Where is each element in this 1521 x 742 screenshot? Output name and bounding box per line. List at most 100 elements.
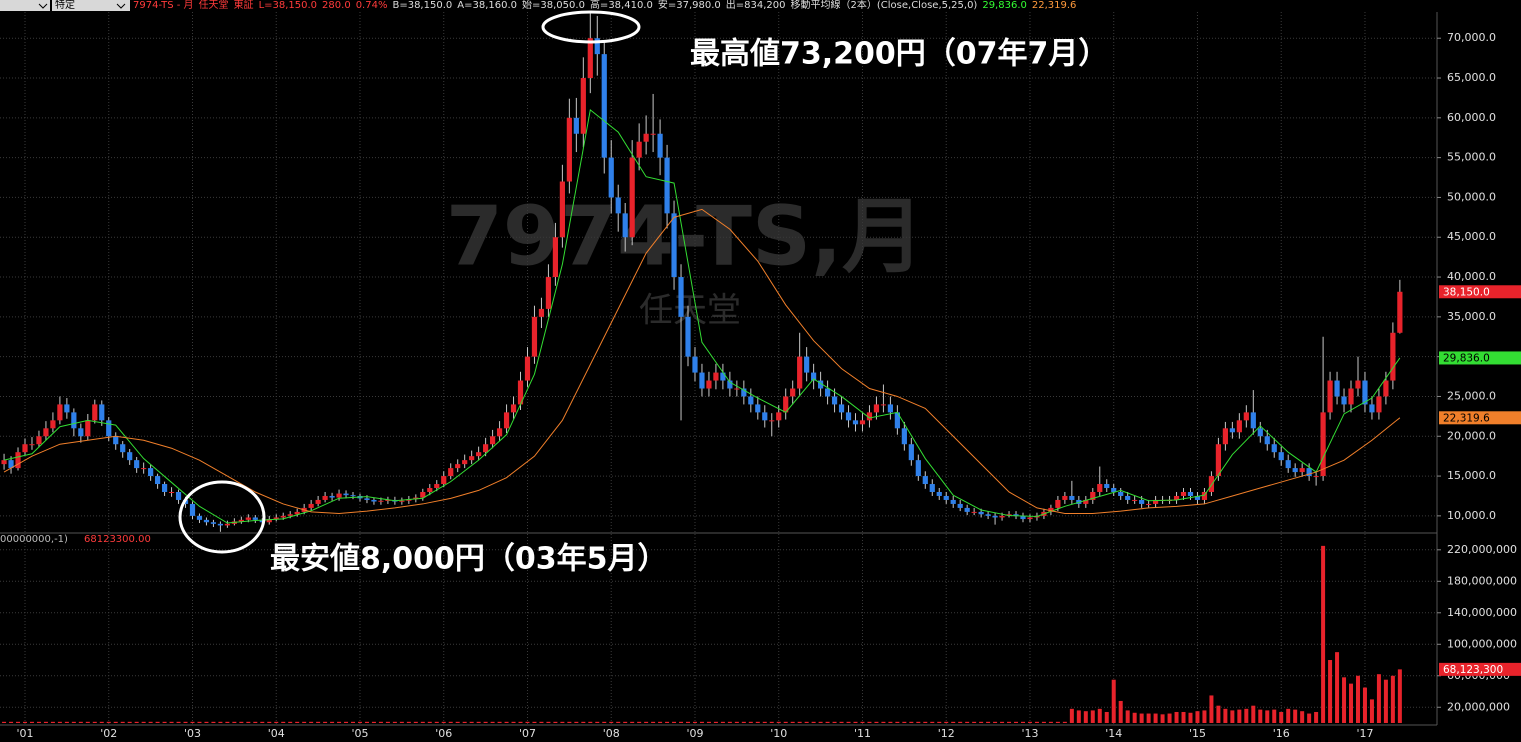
candle-body bbox=[797, 356, 803, 389]
candle-body bbox=[1369, 404, 1375, 413]
candle-body bbox=[769, 420, 775, 422]
candle-body bbox=[266, 519, 272, 523]
candle-body bbox=[1132, 499, 1138, 501]
candle-body bbox=[804, 356, 810, 373]
candle-body bbox=[1208, 476, 1215, 492]
volume-bar bbox=[686, 721, 691, 723]
volume-bar bbox=[1390, 675, 1395, 723]
volume-bar bbox=[1230, 710, 1235, 723]
highlight-circle bbox=[178, 480, 266, 554]
candle-body bbox=[120, 444, 126, 453]
candle-body bbox=[448, 468, 454, 477]
candle-body bbox=[762, 412, 768, 421]
volume-bar bbox=[616, 721, 621, 723]
volume-bar bbox=[630, 721, 635, 723]
volume-bar bbox=[57, 721, 62, 723]
open-price: 始=38,050.0 bbox=[522, 0, 585, 11]
candle-body bbox=[1020, 515, 1026, 520]
candle-body bbox=[455, 464, 461, 469]
volume-bar bbox=[469, 721, 474, 723]
candle-body bbox=[273, 517, 279, 520]
annotation: 最高値73,200円（07年7月） bbox=[690, 37, 1108, 72]
volume-bar bbox=[1286, 708, 1291, 723]
candle-body bbox=[936, 491, 942, 496]
price-tag-label: 22,319.6 bbox=[1443, 412, 1490, 424]
volume-bar bbox=[169, 721, 174, 723]
volume-bar bbox=[776, 721, 781, 723]
volume-bar bbox=[1014, 721, 1019, 723]
volume-bar bbox=[867, 721, 872, 723]
volume-bar bbox=[1279, 711, 1284, 723]
quote-line: 7974-TS - 月任天堂 東証 L=38,150.0 280.0 0.74% B=38… bbox=[133, 0, 1081, 12]
candle-body bbox=[1383, 380, 1389, 397]
volume-bar bbox=[1055, 721, 1060, 723]
volume-bar bbox=[783, 721, 788, 723]
volume-bar bbox=[1167, 713, 1172, 723]
candle-body bbox=[1264, 436, 1270, 445]
candle-body bbox=[685, 316, 691, 357]
candle-body bbox=[615, 197, 621, 214]
volume-bar bbox=[1355, 675, 1360, 723]
candle-body bbox=[873, 404, 880, 413]
volume-bar bbox=[944, 721, 949, 723]
volume-bar bbox=[316, 721, 321, 723]
y-tick-label: 35,000.0 bbox=[1447, 310, 1496, 323]
candle-body bbox=[1278, 452, 1284, 461]
volume-bar bbox=[734, 721, 739, 723]
volume-bar bbox=[148, 721, 153, 723]
candle-body bbox=[224, 523, 230, 526]
candle-body bbox=[894, 412, 900, 429]
volume-bar bbox=[909, 721, 914, 723]
volume-bar bbox=[1160, 714, 1165, 723]
candle-body bbox=[315, 499, 321, 504]
volume-bar bbox=[378, 721, 383, 723]
candle-body bbox=[141, 468, 147, 470]
volume-bar bbox=[539, 721, 544, 723]
candle-body bbox=[71, 412, 77, 429]
volume-value-text: 68123300.00 bbox=[84, 534, 151, 545]
candle-body bbox=[929, 484, 935, 492]
candle-body bbox=[1341, 396, 1347, 405]
x-tick-label: '06 bbox=[435, 727, 452, 740]
volume-bar bbox=[448, 721, 453, 723]
candle-body bbox=[92, 404, 98, 421]
volume-bar bbox=[29, 721, 34, 723]
volume-bar bbox=[581, 721, 586, 723]
y-tick-label: 50,000.0 bbox=[1447, 190, 1496, 203]
candle-body bbox=[434, 484, 440, 489]
x-tick-label: '07 bbox=[519, 727, 536, 740]
candle-body bbox=[1090, 491, 1096, 500]
volume-bar bbox=[190, 721, 195, 723]
candle-body bbox=[1222, 428, 1228, 445]
candle-body bbox=[308, 503, 314, 508]
volume-bar bbox=[1223, 708, 1228, 723]
candle-body bbox=[999, 515, 1005, 518]
dropdown[interactable] bbox=[0, 0, 50, 11]
volume-bar bbox=[790, 721, 795, 723]
dropdown-arrow bbox=[116, 3, 126, 9]
candle-body bbox=[329, 495, 335, 498]
candle-body bbox=[287, 514, 293, 516]
volume-bar bbox=[204, 721, 209, 723]
volume-bar bbox=[141, 721, 146, 723]
volume-bar bbox=[211, 721, 216, 723]
x-tick-label: '12 bbox=[938, 727, 955, 740]
candle-body bbox=[1327, 380, 1333, 413]
candle-body bbox=[524, 356, 531, 381]
volume-bar bbox=[1132, 712, 1137, 723]
volume: 出=834,200 bbox=[725, 0, 786, 11]
volume-bar bbox=[295, 721, 300, 723]
x-tick-label: '17 bbox=[1356, 727, 1373, 740]
candle-body bbox=[1362, 380, 1368, 405]
volume-bar bbox=[839, 721, 844, 723]
last-price: L=38,150.0 bbox=[258, 0, 318, 11]
candle-body bbox=[866, 412, 873, 421]
candle-body bbox=[692, 356, 698, 373]
volume-bar bbox=[1062, 721, 1067, 723]
volume-bar bbox=[832, 721, 837, 723]
candle-body bbox=[922, 476, 928, 485]
candle-body bbox=[496, 428, 503, 437]
candle-body bbox=[15, 452, 21, 469]
candle-body bbox=[517, 380, 524, 405]
dropdown[interactable]: 特定 bbox=[52, 0, 130, 11]
